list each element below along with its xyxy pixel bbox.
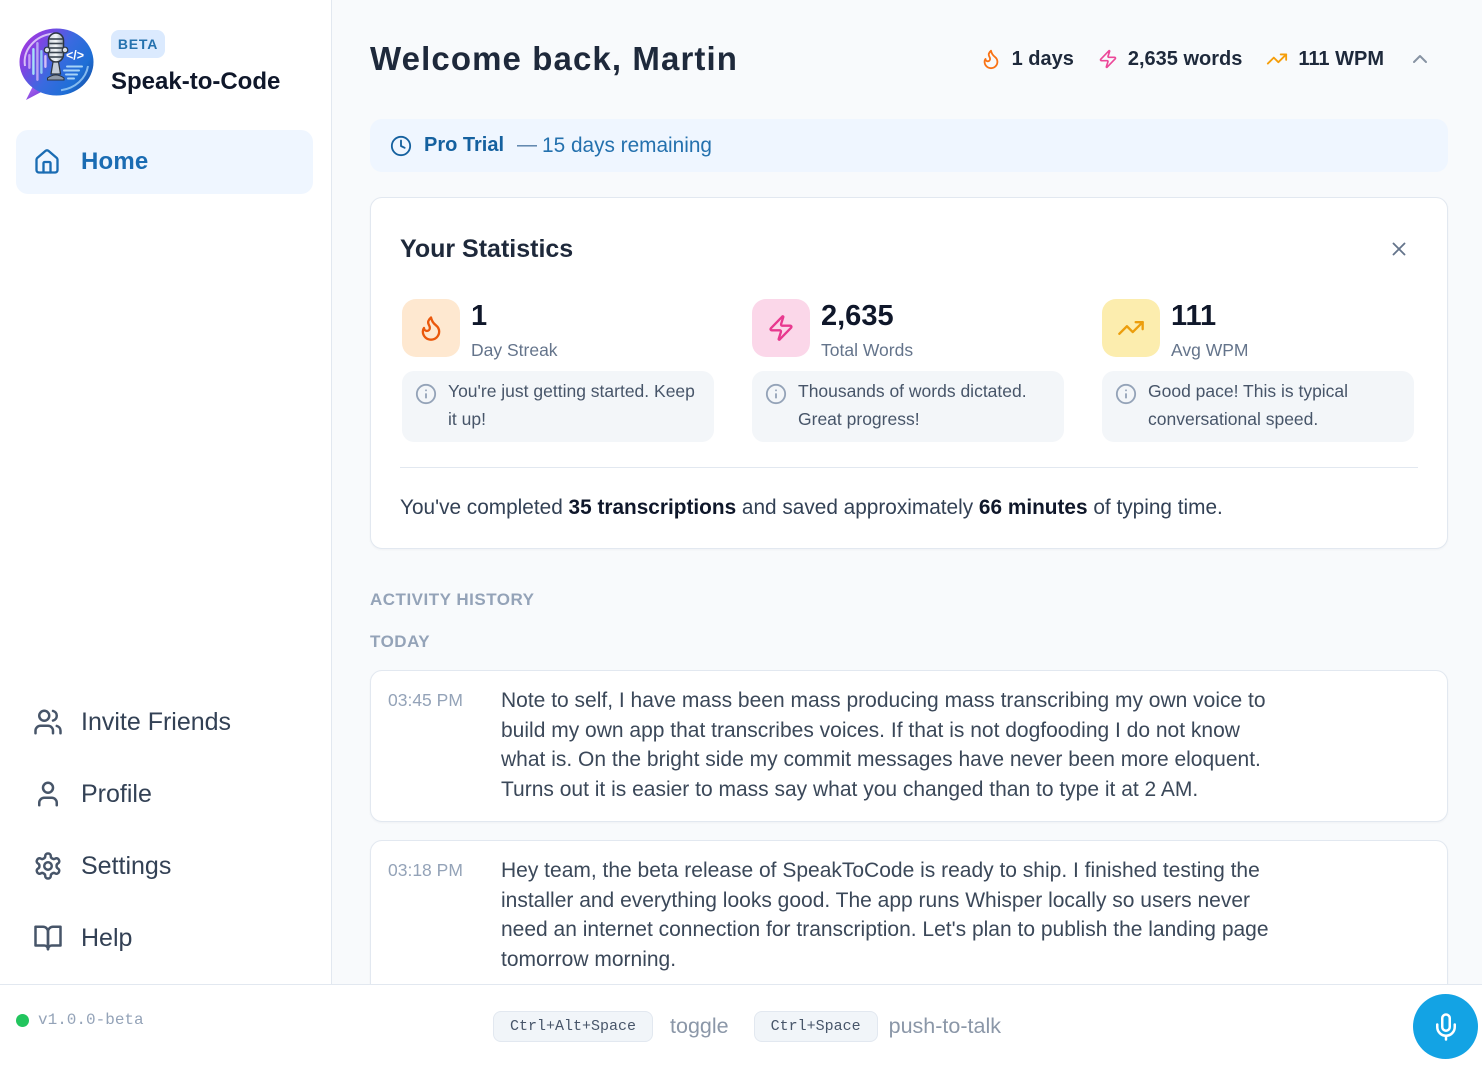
svg-text:</>: </>: [66, 49, 84, 63]
